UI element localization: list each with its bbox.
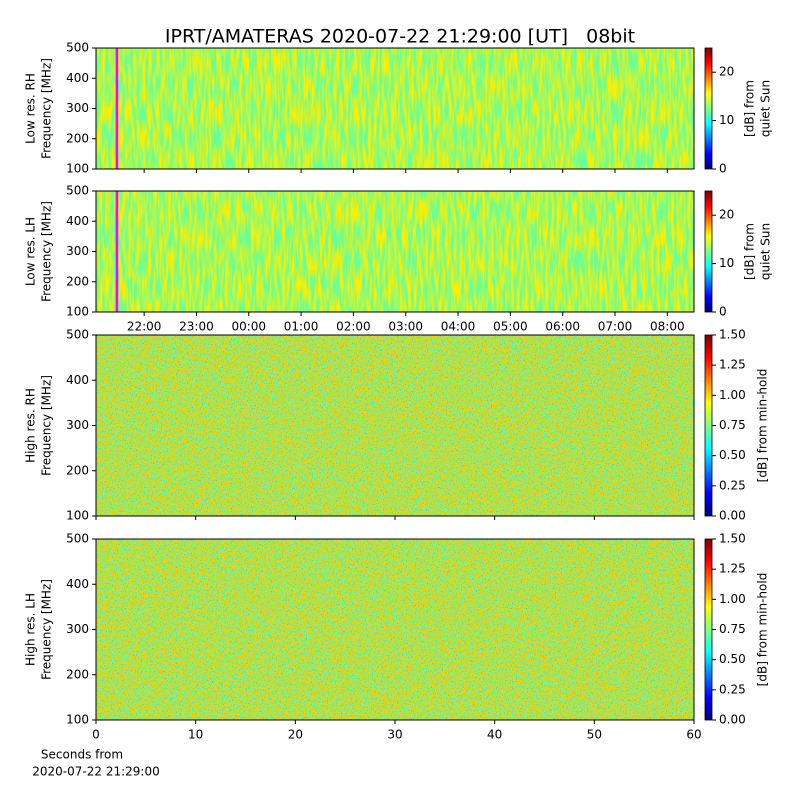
colorbar (704, 334, 713, 517)
y-tick-label: 100 (66, 509, 89, 523)
colorbar-label: [dB] from (743, 80, 757, 137)
colorbar (704, 190, 713, 313)
heatmap-texture (96, 539, 694, 720)
heatmap-texture (96, 48, 694, 169)
y-tick-label: 100 (66, 305, 89, 319)
y-tick-label: 200 (66, 131, 89, 145)
panel: 100 200 300 400 500 0 10 20 30 40 50 60 High res. LH… (24, 532, 770, 742)
x-tick-label: 23:00 (179, 320, 214, 334)
x-tick-label: 20 (288, 728, 303, 742)
y-tick-label: 300 (66, 101, 89, 115)
y-label: Frequency [MHz] (40, 579, 54, 680)
y-tick-label: 200 (66, 274, 89, 288)
colorbar-tick-label: 20 (719, 208, 734, 222)
colorbar-label: quiet Sun (759, 80, 773, 137)
panel: 100 200 300 400 500 High res. RH Frequency [MH… (24, 328, 770, 523)
colorbar-tick-label: 1.50 (719, 532, 746, 546)
colorbar-tick-label: 1.25 (719, 358, 746, 372)
heatmap-texture (96, 335, 694, 516)
colorbar-tick-label: 0 (719, 162, 727, 176)
y-label: High res. RH (24, 388, 38, 463)
y-label: Frequency [MHz] (40, 58, 54, 159)
y-label: Frequency [MHz] (40, 201, 54, 302)
x-tick-label: 30 (387, 728, 402, 742)
colorbar (704, 47, 713, 170)
x-tick-label: 00:00 (231, 320, 266, 334)
colorbar-tick-label: 0.00 (719, 509, 746, 523)
colorbar (704, 538, 713, 721)
colorbar-tick-label: 0.50 (719, 652, 746, 666)
colorbar-tick-label: 0.75 (719, 622, 746, 636)
x-tick-label: 40 (487, 728, 502, 742)
x-tick-label: 22:00 (127, 320, 162, 334)
colorbar-label: quiet Sun (759, 223, 773, 280)
y-tick-label: 300 (66, 244, 89, 258)
x-tick-label: 06:00 (545, 320, 580, 334)
colorbar-tick-label: 0.50 (719, 448, 746, 462)
colorbar-tick-label: 10 (719, 113, 734, 127)
y-label: Low res. RH (24, 73, 38, 144)
y-tick-label: 200 (66, 463, 89, 477)
colorbar-tick-label: 0 (719, 305, 727, 319)
y-tick-label: 200 (66, 667, 89, 681)
colorbar-label: [dB] from min-hold (756, 369, 770, 483)
colorbar-label: [dB] from min-hold (756, 573, 770, 687)
colorbar-tick-label: 0.75 (719, 418, 746, 432)
x-tick-label: 60 (686, 728, 701, 742)
colorbar-tick-label: 1.50 (719, 328, 746, 342)
y-tick-label: 400 (66, 71, 89, 85)
x-tick-label: 08:00 (650, 320, 685, 334)
y-tick-label: 500 (66, 532, 89, 546)
x-tick-label: 04:00 (441, 320, 476, 334)
x-tick-label: 10 (188, 728, 203, 742)
y-tick-label: 500 (66, 184, 89, 198)
y-tick-label: 500 (66, 328, 89, 342)
y-label: Low res. LH (24, 217, 38, 286)
y-tick-label: 400 (66, 577, 89, 591)
title: IPRT/AMATERAS 2020-07-22 21:29:00 [UT] 0… (165, 26, 635, 48)
x-tick-label: 03:00 (388, 320, 423, 334)
colorbar-tick-label: 0.00 (719, 713, 746, 727)
y-tick-label: 100 (66, 162, 89, 176)
colorbar-tick-label: 0.25 (719, 682, 746, 696)
x-tick-label: 0 (92, 728, 100, 742)
x-label: 2020-07-22 21:29:00 (32, 765, 159, 779)
colorbar-tick-label: 1.00 (719, 592, 746, 606)
colorbar-tick-label: 1.25 (719, 562, 746, 576)
y-tick-label: 400 (66, 373, 89, 387)
y-tick-label: 500 (66, 41, 89, 55)
y-tick-label: 300 (66, 622, 89, 636)
x-tick-label: 02:00 (336, 320, 371, 334)
colorbar-tick-label: 1.00 (719, 388, 746, 402)
x-tick-label: 50 (587, 728, 602, 742)
x-tick-label: 07:00 (598, 320, 633, 334)
colorbar-tick-label: 10 (719, 256, 734, 270)
x-tick-label: 01:00 (284, 320, 319, 334)
x-label: Seconds from (41, 748, 123, 762)
y-tick-label: 300 (66, 418, 89, 432)
x-tick-label: 05:00 (493, 320, 528, 334)
colorbar-label: [dB] from (743, 223, 757, 280)
colorbar-tick-label: 0.25 (719, 478, 746, 492)
y-label: Frequency [MHz] (40, 375, 54, 476)
y-tick-label: 400 (66, 214, 89, 228)
colorbar-tick-label: 20 (719, 65, 734, 79)
y-tick-label: 100 (66, 713, 89, 727)
heatmap-texture (96, 191, 694, 312)
y-label: High res. LH (24, 593, 38, 666)
